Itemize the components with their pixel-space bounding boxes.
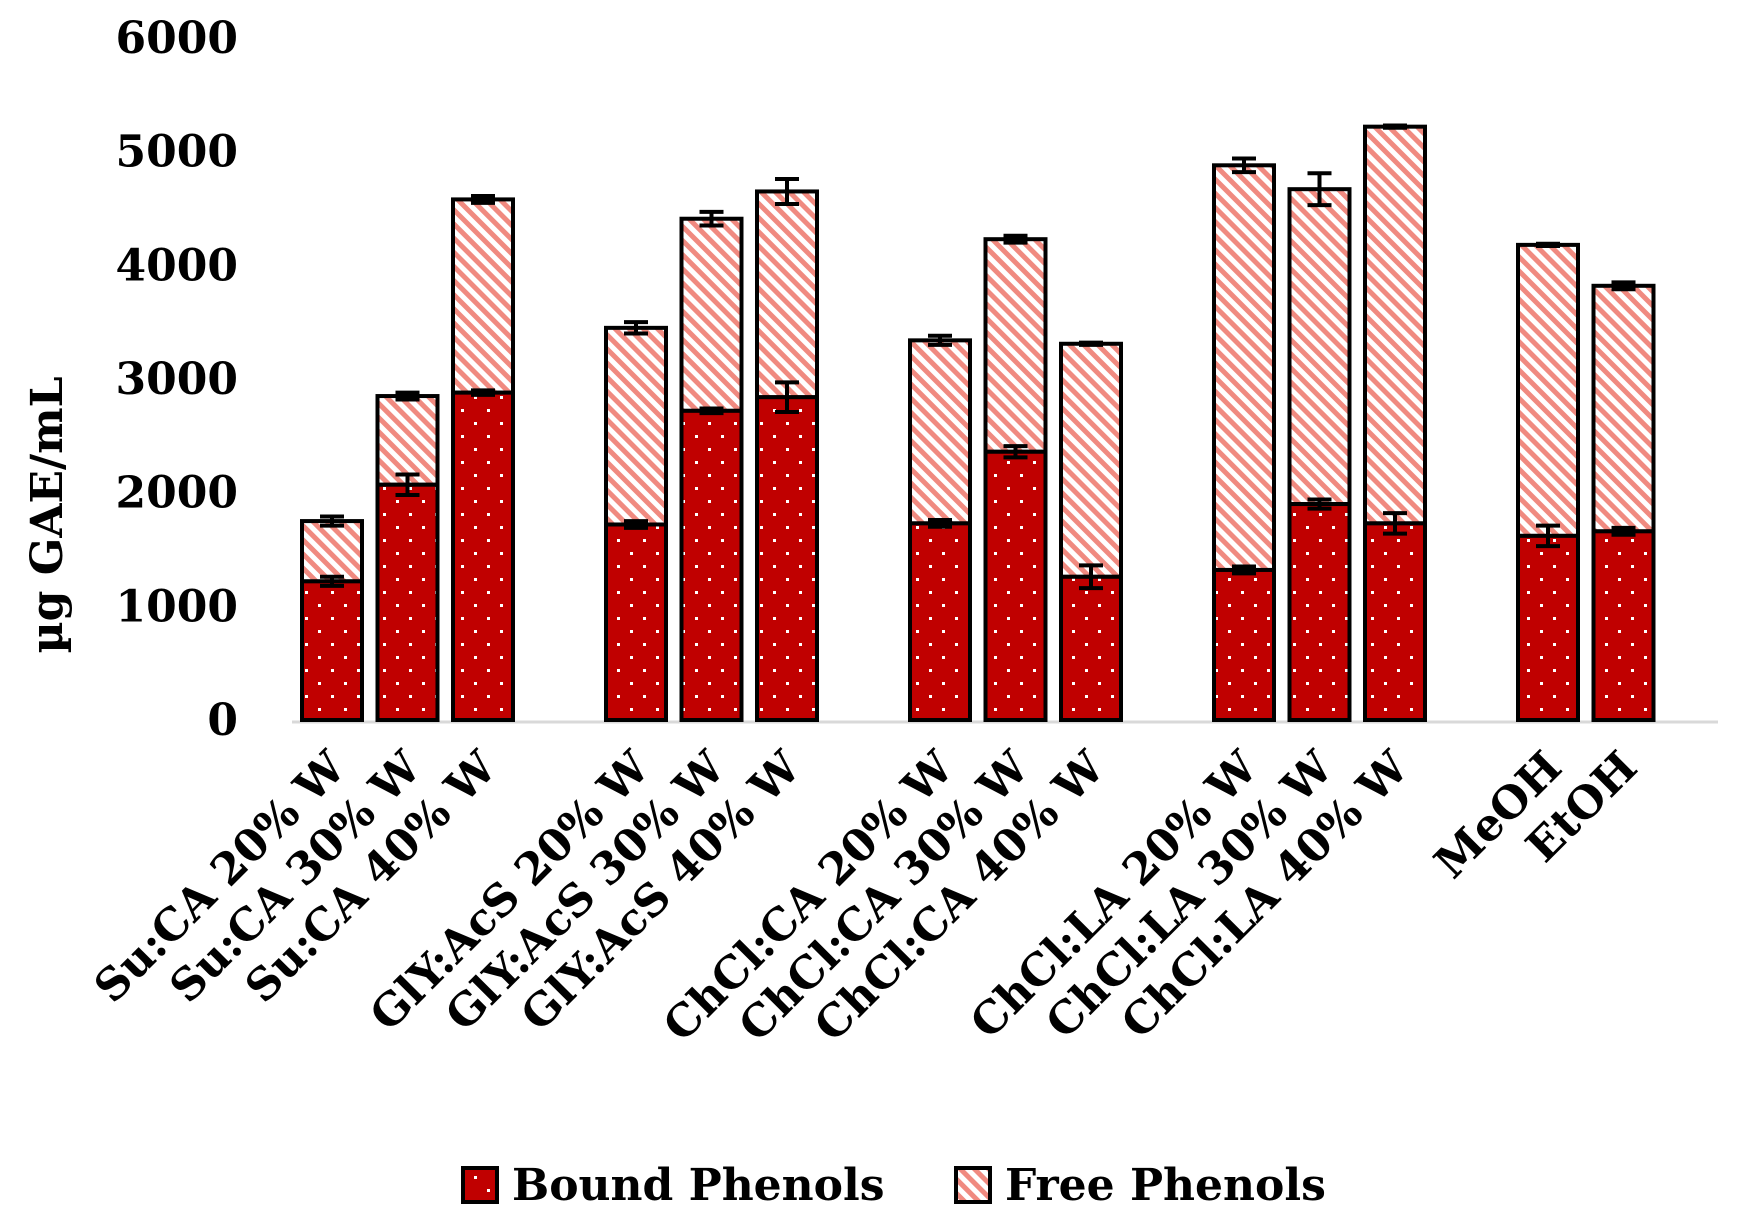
bar-bound-phenols-etoh: [1591, 529, 1656, 723]
bar-free-phenols-su-ca-20-w: [300, 519, 364, 584]
error-bar-free-chcl-la-30-w: [1307, 171, 1332, 208]
legend-label-bound-phenols: Bound Phenols: [512, 1160, 885, 1211]
bar-free-phenols-su-ca-30-w: [375, 394, 440, 487]
bar-free-phenols-chcl-la-40-w: [1363, 124, 1427, 526]
bars-layer: [300, 123, 1656, 723]
error-bar-free-etoh: [1611, 280, 1636, 292]
bar-bound-phenols-chcl-ca-40-w: [1059, 574, 1123, 723]
bar-free-phenols-chcl-la-30-w: [1287, 187, 1352, 507]
y-axis-ticks: 0 1000 2000 3000 4000 5000 6000: [116, 13, 238, 746]
y-tick-label: 1000: [116, 581, 238, 632]
error-bar-bound-etoh: [1611, 525, 1636, 537]
error-bar-free-gly-acs-40-w: [775, 176, 799, 206]
error-bar-bound-meoh: [1536, 523, 1560, 549]
bar-free-phenols-chcl-ca-30-w: [983, 237, 1048, 454]
bar-bound-phenols-chcl-ca-20-w: [908, 521, 972, 723]
bar-bound-phenols-chcl-la-30-w: [1287, 502, 1352, 722]
bar-bound-phenols-chcl-la-40-w: [1363, 521, 1427, 723]
bar-free-phenols-etoh: [1591, 283, 1656, 534]
error-bar-free-chcl-ca-20-w: [928, 333, 952, 347]
legend-swatch-free-phenols: [954, 1166, 992, 1204]
error-bar-free-su-ca-30-w: [395, 390, 420, 402]
y-tick-label: 2000: [116, 468, 238, 519]
error-bar-free-chcl-la-40-w: [1383, 123, 1407, 130]
error-bar-bound-su-ca-20-w: [320, 574, 344, 588]
y-tick-label: 3000: [116, 354, 238, 405]
bar-free-phenols-su-ca-40-w: [451, 197, 515, 395]
category-labels: Su:CA 20% WSu:CA 30% WSu:CA 40% WGlY:AcS…: [85, 741, 1648, 1051]
error-bar-bound-su-ca-40-w: [471, 388, 495, 397]
error-bar-free-gly-acs-20-w: [624, 320, 648, 336]
legend-label-free-phenols: Free Phenols: [1005, 1160, 1326, 1211]
bar-bound-phenols-su-ca-40-w: [451, 390, 515, 722]
bar-bound-phenols-gly-acs-30-w: [679, 408, 744, 722]
bar-bound-phenols-su-ca-20-w: [300, 579, 364, 722]
error-bar-free-meoh: [1536, 241, 1560, 249]
y-tick-label: 4000: [116, 240, 238, 291]
bar-free-phenols-gly-acs-20-w: [604, 325, 668, 527]
legend-item-bound-phenols: Bound Phenols: [461, 1160, 885, 1211]
y-tick-label: 6000: [116, 13, 238, 64]
bar-bound-phenols-su-ca-30-w: [375, 482, 440, 722]
error-bar-bound-chcl-ca-30-w: [1003, 444, 1028, 460]
bar-free-phenols-gly-acs-40-w: [755, 189, 819, 400]
bar-bound-phenols-chcl-la-20-w: [1212, 567, 1276, 723]
error-bar-free-chcl-ca-30-w: [1003, 233, 1028, 245]
error-bar-free-chcl-ca-40-w: [1079, 340, 1103, 347]
bar-free-phenols-chcl-ca-20-w: [908, 338, 972, 526]
error-bar-bound-chcl-la-40-w: [1383, 511, 1407, 536]
legend-swatch-bound-phenols: [461, 1166, 499, 1204]
bar-free-phenols-gly-acs-30-w: [679, 216, 744, 413]
bar-free-phenols-meoh: [1516, 242, 1580, 538]
y-tick-label: 0: [207, 695, 238, 746]
y-axis-title: µg GAE/mL: [22, 376, 73, 653]
bar-bound-phenols-meoh: [1516, 533, 1580, 722]
error-bar-free-gly-acs-30-w: [699, 209, 724, 228]
error-bar-free-su-ca-40-w: [471, 193, 495, 205]
y-tick-label: 5000: [116, 127, 238, 178]
bar-bound-phenols-gly-acs-20-w: [604, 522, 668, 723]
bar-free-phenols-chcl-ca-40-w: [1059, 341, 1123, 579]
error-bar-bound-gly-acs-20-w: [624, 519, 648, 530]
legend-item-free-phenols: Free Phenols: [954, 1160, 1326, 1211]
error-bar-bound-chcl-ca-40-w: [1079, 563, 1103, 591]
bar-free-phenols-chcl-la-20-w: [1212, 163, 1276, 572]
bar-bound-phenols-gly-acs-40-w: [755, 395, 819, 722]
error-bar-bound-gly-acs-40-w: [775, 380, 799, 414]
legend: Bound Phenols Free Phenols: [461, 1160, 1326, 1211]
error-bar-bound-chcl-ca-20-w: [928, 517, 952, 529]
error-bar-bound-gly-acs-30-w: [699, 406, 724, 416]
bar-bound-phenols-chcl-ca-30-w: [983, 449, 1048, 722]
error-bar-bound-su-ca-30-w: [395, 472, 420, 497]
error-bar-bound-chcl-la-30-w: [1307, 497, 1332, 511]
error-bar-bound-chcl-la-20-w: [1232, 564, 1256, 576]
error-bar-free-chcl-la-20-w: [1232, 156, 1256, 175]
error-bar-free-su-ca-20-w: [320, 514, 344, 528]
